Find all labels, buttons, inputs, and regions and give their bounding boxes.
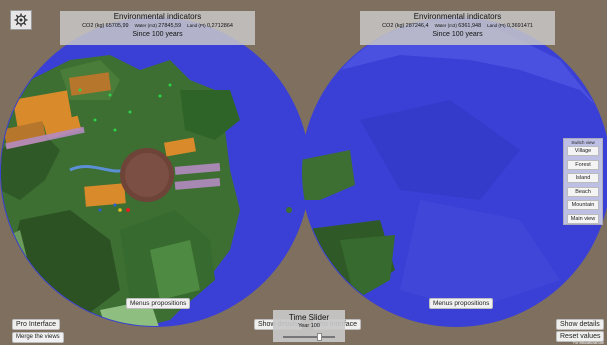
gear-icon	[14, 13, 28, 27]
co2-label: CO2 (kg)	[382, 23, 405, 29]
view-forest-button[interactable]: Forest	[567, 159, 599, 170]
time-slider-year: Year 100	[298, 323, 320, 329]
merge-views-button[interactable]: Merge the views	[12, 332, 64, 343]
switch-view-title: Switch view	[571, 140, 595, 145]
settings-button[interactable]	[10, 10, 32, 30]
time-slider-panel: Time Slider Year 100	[273, 310, 345, 342]
co2-value: 65705,99	[105, 23, 129, 29]
land-value: 0,3691471	[506, 23, 533, 29]
land-label: Land (Pt)	[487, 23, 506, 28]
menus-propositions-right-button[interactable]: Menus propositions	[429, 298, 494, 309]
reset-values-button[interactable]: Reset values	[556, 331, 605, 342]
view-main-button[interactable]: Main view	[567, 213, 599, 224]
indicators-title: Environmental indicators	[413, 12, 502, 21]
water-label: Water (m3)	[134, 23, 157, 28]
view-village-button[interactable]: Village	[567, 146, 599, 156]
view-island-button[interactable]: Island	[567, 173, 599, 183]
menus-propositions-left-button[interactable]: Menus propositions	[126, 298, 191, 309]
indicators-title: Environmental indicators	[113, 12, 202, 21]
switch-view-panel: Switch view Village Forest Island Beach …	[563, 138, 603, 225]
right-indicators-panel: Environmental indicators CO2 (kg) 287246…	[360, 11, 555, 45]
pro-interface-left-button[interactable]: Pro Interface	[12, 319, 61, 330]
time-slider-title: Time Slider	[288, 313, 330, 322]
water-value: 27845,59	[158, 23, 182, 29]
water-label: Water (m3)	[434, 23, 457, 28]
land-value: 0,2712864	[206, 23, 233, 29]
since-text: Since 100 years	[132, 31, 183, 38]
footnote-text: For educational use	[573, 341, 604, 345]
time-slider-handle[interactable]	[317, 333, 323, 341]
land-label: Land (Pt)	[187, 23, 206, 28]
show-details-right-button[interactable]: Show details	[556, 319, 604, 330]
view-mountain-button[interactable]: Mountain	[567, 200, 599, 210]
left-globe[interactable]	[0, 17, 310, 340]
time-slider-track[interactable]	[283, 336, 335, 338]
right-globe[interactable]	[300, 17, 607, 327]
view-beach-button[interactable]: Beach	[567, 186, 599, 197]
co2-label: CO2 (kg)	[82, 23, 105, 29]
co2-value: 287246,4	[405, 23, 429, 29]
water-value: 6361,948	[458, 23, 482, 29]
since-text: Since 100 years	[432, 31, 483, 38]
left-indicators-panel: Environmental indicators CO2 (kg) 65705,…	[60, 11, 255, 45]
